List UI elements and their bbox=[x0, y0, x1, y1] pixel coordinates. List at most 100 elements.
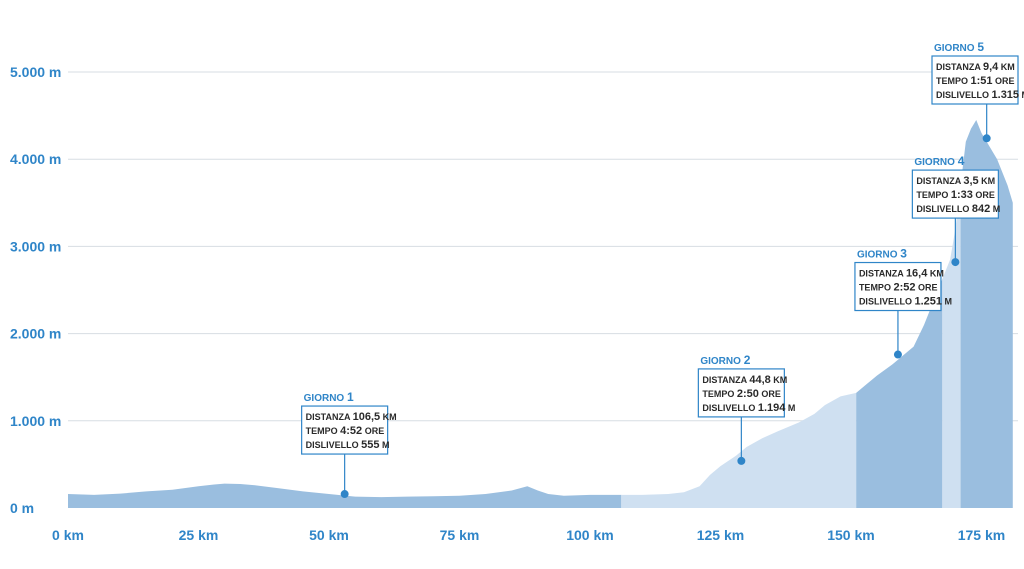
day-number: 2 bbox=[744, 353, 751, 367]
distance-unit: KM bbox=[998, 62, 1015, 72]
time-value: 1:51 bbox=[971, 75, 993, 87]
distance-label: DISTANZA bbox=[936, 62, 983, 72]
distance-unit: KM bbox=[771, 375, 788, 385]
elevation-unit: M bbox=[785, 403, 795, 413]
day-number: 4 bbox=[958, 154, 965, 168]
distance-value: 16,4 bbox=[906, 268, 928, 280]
elevation-unit: M bbox=[990, 204, 1000, 214]
distance-value: 44,8 bbox=[749, 374, 770, 386]
x-tick-label-6: 150 km bbox=[827, 527, 874, 543]
distance-row: DISTANZA 106,5 KM bbox=[306, 411, 397, 423]
distance-unit: KM bbox=[380, 412, 397, 422]
day-info-box bbox=[301, 405, 389, 455]
time-label: TEMPO bbox=[306, 426, 341, 436]
time-value: 4:52 bbox=[340, 425, 362, 437]
distance-row: DISTANZA 44,8 KM bbox=[702, 374, 787, 386]
distance-row: DISTANZA 3,5 KM bbox=[916, 175, 995, 187]
profile-segment-2 bbox=[621, 392, 857, 508]
distance-value: 9,4 bbox=[983, 61, 999, 73]
time-unit: ORE bbox=[915, 283, 937, 293]
distance-unit: KM bbox=[979, 176, 996, 186]
day-title: GIORNO 5 bbox=[934, 40, 984, 54]
time-value: 2:50 bbox=[737, 388, 759, 400]
time-label: TEMPO bbox=[859, 283, 894, 293]
distance-label: DISTANZA bbox=[306, 412, 353, 422]
time-unit: ORE bbox=[973, 190, 995, 200]
elevation-row: DISLIVELLO 1.194 M bbox=[702, 402, 795, 414]
day-info-box bbox=[931, 55, 1019, 105]
distance-row: DISTANZA 9,4 KM bbox=[936, 61, 1015, 73]
time-label: TEMPO bbox=[916, 190, 951, 200]
time-row: TEMPO 2:50 ORE bbox=[702, 388, 781, 400]
day-title-word: GIORNO bbox=[914, 157, 957, 168]
distance-label: DISTANZA bbox=[916, 176, 963, 186]
day-title: GIORNO 4 bbox=[914, 154, 964, 168]
y-tick-label-4: 4.000 m bbox=[10, 151, 61, 167]
elevation-label: DISLIVELLO bbox=[916, 204, 972, 214]
elevation-value: 1.251 bbox=[914, 296, 942, 308]
waypoint-marker bbox=[737, 456, 746, 465]
day-info-box bbox=[911, 169, 999, 219]
elevation-value: 842 bbox=[972, 203, 990, 215]
day-title-word: GIORNO bbox=[700, 356, 743, 367]
time-unit: ORE bbox=[362, 426, 384, 436]
elevation-label: DISLIVELLO bbox=[936, 90, 992, 100]
x-tick-label-3: 75 km bbox=[440, 527, 480, 543]
y-tick-label-2: 2.000 m bbox=[10, 326, 61, 342]
time-unit: ORE bbox=[759, 389, 781, 399]
waypoint-marker bbox=[951, 258, 960, 267]
elevation-label: DISLIVELLO bbox=[859, 297, 915, 307]
elevation-value: 1.315 bbox=[992, 89, 1020, 101]
day-title-word: GIORNO bbox=[857, 250, 900, 261]
time-value: 1:33 bbox=[951, 189, 973, 201]
time-value: 2:52 bbox=[893, 282, 915, 294]
x-tick-label-0: 0 km bbox=[52, 527, 84, 543]
distance-unit: KM bbox=[927, 269, 944, 279]
distance-label: DISTANZA bbox=[859, 269, 906, 279]
elevation-row: DISLIVELLO 842 M bbox=[916, 203, 1000, 215]
distance-label: DISTANZA bbox=[702, 375, 749, 385]
x-tick-label-2: 50 km bbox=[309, 527, 349, 543]
x-tick-label-5: 125 km bbox=[697, 527, 744, 543]
elevation-area bbox=[68, 119, 1013, 509]
elevation-value: 1.194 bbox=[758, 402, 786, 414]
x-tick-label-7: 175 km bbox=[958, 527, 1005, 543]
x-tick-label-4: 100 km bbox=[566, 527, 613, 543]
time-row: TEMPO 1:33 ORE bbox=[916, 189, 995, 201]
elevation-unit: M bbox=[380, 440, 390, 450]
y-tick-label-0: 0 m bbox=[10, 500, 34, 516]
day-title-word: GIORNO bbox=[934, 43, 977, 54]
day-annotation-1: GIORNO 1 DISTANZA 106,5 KM TEMPO 4:52 ORE D… bbox=[301, 390, 397, 499]
day-number: 1 bbox=[347, 390, 354, 404]
distance-row: DISTANZA 16,4 KM bbox=[859, 268, 944, 280]
day-title: GIORNO 3 bbox=[857, 247, 907, 261]
x-tick-label-1: 25 km bbox=[179, 527, 219, 543]
y-tick-label-5: 5.000 m bbox=[10, 64, 61, 80]
elevation-unit: M bbox=[1019, 90, 1024, 100]
profile-segment-3 bbox=[856, 279, 943, 508]
day-number: 5 bbox=[977, 40, 984, 54]
waypoint-marker bbox=[893, 350, 902, 359]
grid-lines bbox=[68, 71, 1018, 422]
day-title: GIORNO 2 bbox=[700, 353, 750, 367]
elevation-row: DISLIVELLO 555 M bbox=[306, 439, 390, 451]
time-row: TEMPO 2:52 ORE bbox=[859, 282, 938, 294]
day-title: GIORNO 1 bbox=[304, 390, 354, 404]
time-row: TEMPO 1:51 ORE bbox=[936, 75, 1015, 87]
elevation-label: DISLIVELLO bbox=[702, 403, 758, 413]
elevation-row: DISLIVELLO 1.315 M bbox=[936, 89, 1024, 101]
time-label: TEMPO bbox=[702, 389, 737, 399]
elevation-row: DISLIVELLO 1.251 M bbox=[859, 296, 952, 308]
time-unit: ORE bbox=[993, 76, 1015, 86]
distance-value: 106,5 bbox=[353, 411, 381, 423]
day-info-box bbox=[854, 261, 942, 312]
elevation-value: 555 bbox=[361, 439, 379, 451]
time-row: TEMPO 4:52 ORE bbox=[306, 425, 385, 437]
day-annotation-5: GIORNO 5 DISTANZA 9,4 KM TEMPO 1:51 ORE DIS… bbox=[931, 40, 1024, 143]
elevation-unit: M bbox=[942, 297, 952, 307]
